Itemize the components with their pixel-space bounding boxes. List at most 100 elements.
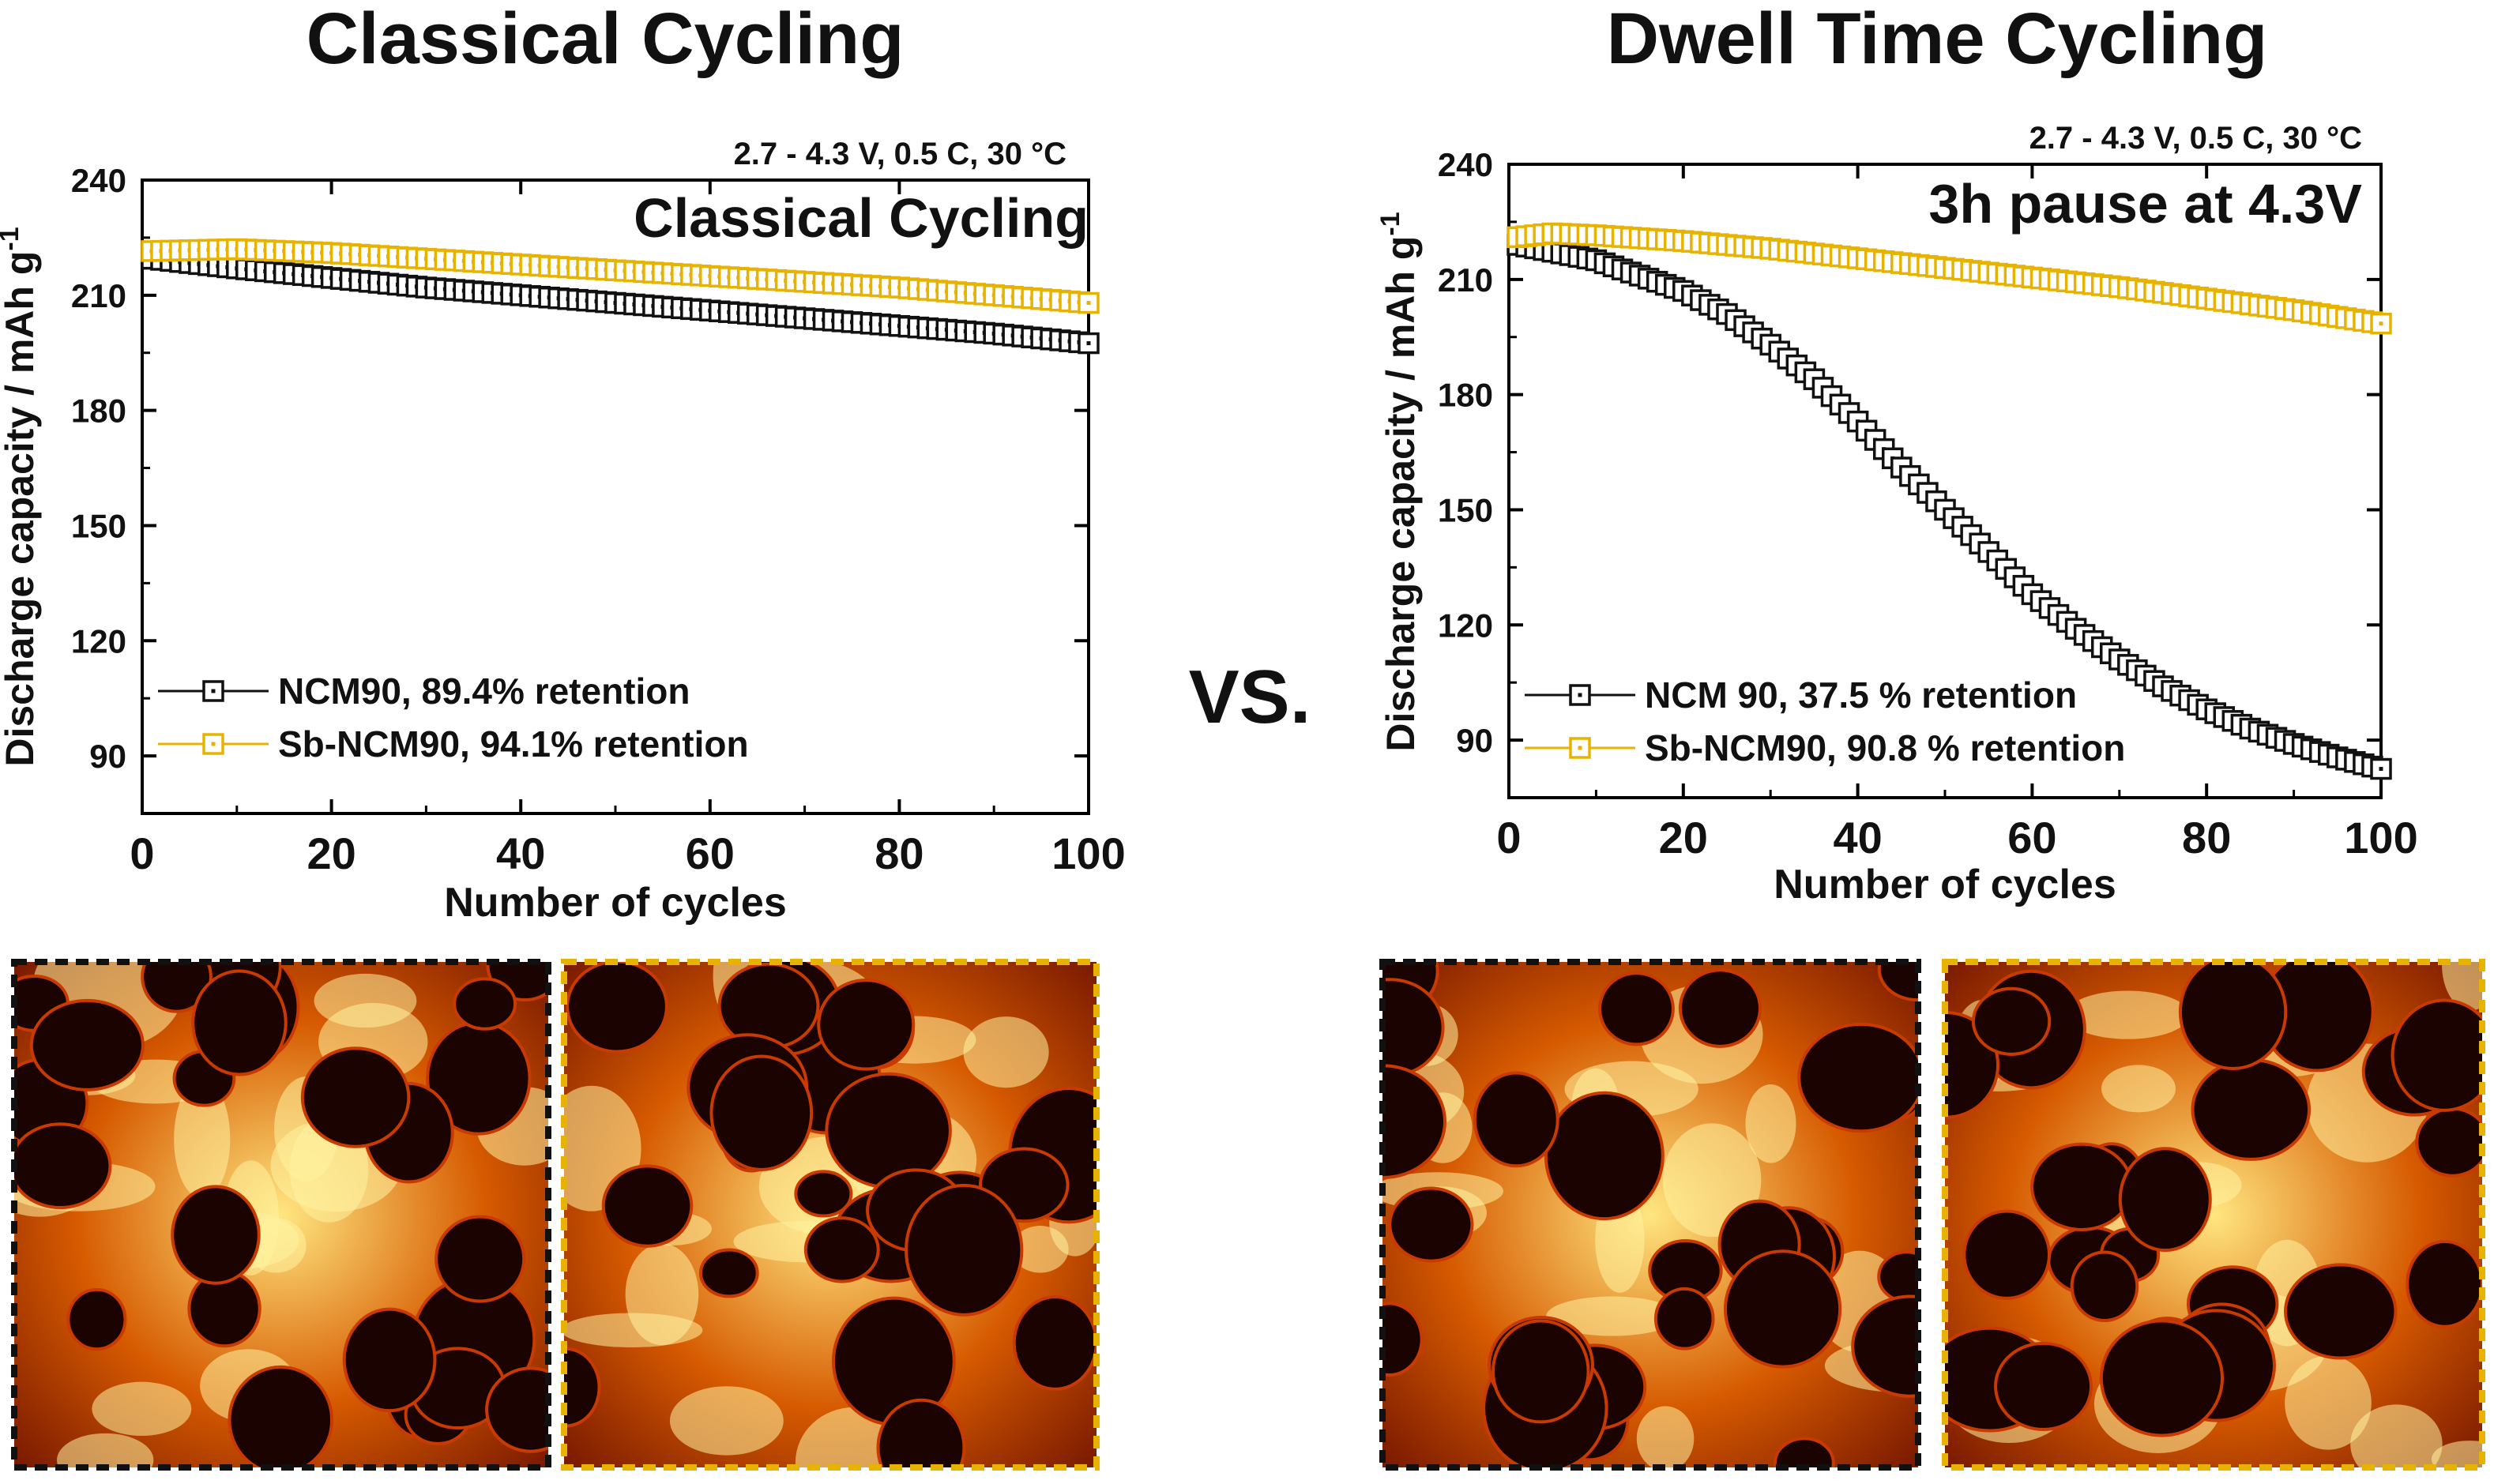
legend-marker-center	[1578, 746, 1582, 750]
sem-particle	[1877, 962, 1918, 1002]
legend-label: NCM 90, 37.5 % retention	[1645, 674, 2077, 716]
sem-particle	[141, 962, 213, 1013]
data-point-center	[2379, 321, 2383, 326]
sem-bright-patch	[2101, 1065, 2176, 1113]
sem-particle	[1653, 1287, 1715, 1351]
sem-particle	[2118, 1147, 2212, 1253]
sem-particle	[1851, 1294, 1918, 1398]
sem-particle	[342, 1307, 437, 1413]
y-tick-label: 240	[71, 162, 126, 199]
y-tick-label: 210	[1438, 261, 1493, 299]
x-tick-label: 40	[496, 828, 545, 878]
sem-panels	[11, 959, 2485, 1471]
sem-dwell-sb-ncm90	[1945, 962, 2482, 1467]
sem-dwell-ncm90	[1382, 962, 1918, 1467]
sem-particle	[191, 969, 288, 1076]
sem-bright-patch	[2442, 962, 2482, 1011]
x-tick-label: 60	[2007, 813, 2056, 862]
y-axis-label: Discharge capacity / mAh g-1	[0, 227, 42, 766]
sem-particle	[905, 1183, 1024, 1317]
x-tick-label: 60	[686, 828, 735, 878]
vs-label: VS.	[1189, 655, 1311, 739]
sem-particle	[1382, 978, 1445, 1078]
sem-frame	[561, 959, 1100, 1471]
data-point-center	[1086, 341, 1091, 346]
y-axis-label-superscript: -1	[0, 227, 24, 250]
sem-bright-patch	[2431, 1441, 2482, 1467]
sem-particle	[2391, 998, 2482, 1112]
x-axis-label: Number of cycles	[1774, 862, 2116, 907]
sem-particle	[803, 1216, 880, 1283]
sem-particle	[453, 977, 517, 1031]
x-tick-label: 0	[1496, 813, 1521, 862]
series-sb_ncm90	[141, 238, 1100, 314]
plot-inner-title: 3h pause at 4.3V	[1928, 173, 2362, 235]
sem-particle	[29, 998, 145, 1091]
sem-bright-patch	[1745, 1084, 1796, 1163]
y-tick-label: 120	[1438, 607, 1493, 644]
y-tick-label: 90	[89, 738, 126, 775]
sem-particle	[1382, 1302, 1424, 1377]
sem-particle	[2030, 1142, 2134, 1232]
sem-particle	[66, 1287, 127, 1351]
sem-frame	[11, 959, 551, 1471]
sem-particle	[601, 1164, 694, 1248]
sem-bright-patch	[2350, 1404, 2443, 1467]
sem-bright-patch	[2066, 990, 2190, 1039]
sem-particle	[1492, 1319, 1590, 1424]
sem-bright-patch	[1011, 1226, 1069, 1273]
y-tick-label: 150	[71, 507, 126, 544]
x-tick-label: 100	[2344, 813, 2417, 862]
x-tick-label: 40	[1833, 813, 1882, 862]
sem-particle	[1773, 1437, 1835, 1467]
sem-particle	[1962, 1209, 2052, 1300]
sem-bright-patch	[963, 1016, 1049, 1088]
sem-particle	[2178, 962, 2288, 1070]
sem-particle	[1797, 1022, 1918, 1133]
x-tick-label: 0	[130, 828, 154, 878]
sem-particle	[14, 1122, 112, 1210]
x-tick-label: 80	[875, 828, 923, 878]
sem-particle	[1723, 1249, 1842, 1369]
y-tick-label: 150	[1438, 491, 1493, 528]
sem-particle	[485, 1366, 548, 1453]
sem-bright-patch	[92, 1381, 192, 1437]
heading-dwell-time-cycling: Dwell Time Cycling	[1607, 0, 2268, 79]
sem-bright-patch	[174, 1079, 231, 1199]
sem-particle	[1473, 1071, 1559, 1168]
x-tick-label: 20	[307, 828, 355, 878]
sem-particle	[566, 962, 668, 1054]
sem-particle	[2191, 1058, 2312, 1161]
sem-bright-patch	[1636, 1406, 1695, 1467]
plot-inner-title: Classical Cycling	[634, 187, 1089, 249]
y-tick-label: 180	[71, 393, 126, 430]
series-ncm90	[1507, 234, 2392, 780]
sem-particle	[2406, 1239, 2482, 1328]
conditions-label: 2.7 - 4.3 V, 0.5 C, 30 °C	[734, 137, 1066, 171]
sem-bright-patch	[564, 1313, 703, 1347]
data-point	[1078, 291, 1100, 314]
legend-marker-center	[211, 689, 216, 693]
sem-bright-patch	[669, 1386, 784, 1456]
y-tick-label: 90	[1456, 722, 1493, 759]
sem-particle	[434, 1215, 526, 1303]
y-tick-label: 210	[71, 277, 126, 314]
y-tick-label: 240	[1438, 146, 1493, 183]
sem-classical-ncm90	[14, 962, 548, 1467]
sem-particle	[2099, 1319, 2225, 1437]
legend-label: NCM90, 89.4% retention	[278, 671, 690, 712]
x-tick-label: 20	[1659, 813, 1708, 862]
legend-label: Sb-NCM90, 94.1% retention	[278, 723, 749, 765]
series-ncm90	[141, 247, 1100, 355]
y-tick-label: 120	[71, 622, 126, 659]
chart-classical-cycling: 0 20 40 60 80 100 90 120 150 180 210 240 Number of c…	[0, 137, 1126, 926]
sem-frame	[1942, 959, 2485, 1471]
sem-particle	[698, 1248, 759, 1298]
y-axis-label: Discharge capacity / mAh g-1	[1375, 212, 1423, 751]
sem-particle	[1598, 971, 1675, 1046]
sem-particle	[1388, 1186, 1474, 1263]
sem-particle	[1971, 986, 2052, 1056]
sem-particle	[1678, 968, 1762, 1048]
sem-particle	[1994, 1341, 2093, 1431]
heading-classical-cycling: Classical Cycling	[307, 0, 905, 79]
